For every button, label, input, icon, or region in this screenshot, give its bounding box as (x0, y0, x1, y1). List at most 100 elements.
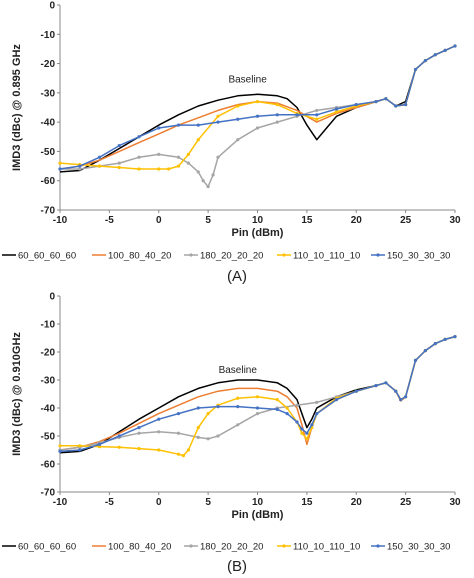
chart-panel-b: 0-10-20-30-40-50-60-70-10 -5 0 5 10 15 20 25 30P… (2, 292, 461, 575)
data-point (423, 59, 427, 63)
x-tick-label: 15 (301, 215, 313, 226)
data-point (315, 117, 319, 121)
data-point (300, 431, 304, 435)
data-point (137, 447, 141, 451)
y-tick-label: -50 (41, 432, 56, 443)
data-point (394, 389, 398, 393)
data-point (275, 102, 279, 107)
data-point (186, 448, 190, 452)
data-point (413, 358, 418, 362)
x-tick-label: 15 (301, 497, 313, 508)
series-100_80_40_20 (59, 335, 456, 451)
data-point (305, 437, 309, 441)
data-point (384, 381, 388, 385)
legend-marker (282, 253, 286, 257)
panel-label: (A) (227, 268, 247, 285)
data-point (295, 113, 299, 117)
data-point (216, 434, 220, 438)
data-point (78, 167, 82, 171)
data-point (255, 395, 260, 399)
x-tick-label: 30 (449, 215, 461, 226)
data-point (236, 138, 240, 142)
y-tick-label: -20 (41, 348, 56, 359)
data-point (315, 108, 319, 113)
data-point (310, 423, 314, 427)
y-tick-label: -10 (41, 320, 56, 331)
data-point (433, 342, 437, 346)
data-point (186, 152, 190, 156)
data-point (206, 412, 210, 416)
data-point (404, 102, 408, 107)
data-point (236, 423, 240, 427)
y-tick-label: -60 (41, 460, 56, 471)
legend-entry: 110_10_110_10 (293, 542, 360, 553)
data-point (176, 155, 181, 159)
data-point (196, 426, 200, 430)
y-tick-label: -60 (41, 176, 56, 187)
y-tick-label: -30 (41, 376, 56, 387)
data-point (97, 445, 102, 449)
data-point (255, 406, 260, 410)
data-point (216, 155, 220, 159)
series-line (59, 335, 456, 453)
data-point (236, 117, 240, 121)
y-axis-label: IMD3 (dBc) @ 0.910GHz (11, 332, 23, 456)
data-point (78, 164, 82, 168)
y-tick-label: -20 (41, 59, 56, 70)
data-point (413, 67, 418, 72)
data-point (236, 396, 240, 400)
y-tick-label: 0 (49, 1, 55, 12)
data-point (78, 448, 82, 452)
data-point (196, 138, 200, 142)
data-point (433, 53, 437, 57)
panel-label: (B) (227, 558, 247, 575)
series-110_10_110_10 (58, 335, 457, 458)
y-tick-label: -70 (41, 206, 56, 217)
x-tick-label: 25 (400, 215, 412, 226)
data-point (216, 114, 220, 118)
y-tick-label: 0 (49, 292, 55, 303)
legend-marker (282, 544, 286, 548)
data-point (196, 406, 200, 410)
x-tick-label: 5 (205, 215, 211, 226)
data-point (236, 104, 240, 108)
y-tick-label: -40 (41, 118, 56, 129)
x-tick-label: 30 (449, 497, 461, 508)
x-tick-label: 20 (351, 497, 363, 508)
x-tick-label: -10 (53, 497, 68, 508)
legend-marker (189, 253, 193, 257)
legend-entry: 150_30_30_30 (387, 542, 450, 553)
y-axis-label: IMD3 (dBc) @ 0.895 GHz (11, 44, 23, 171)
data-point (216, 405, 220, 409)
data-point (275, 407, 279, 411)
data-point (157, 167, 161, 171)
data-point (196, 170, 200, 174)
data-point (117, 143, 121, 148)
data-point (255, 412, 260, 416)
legend-marker (189, 544, 193, 548)
legend: 60_60_60_60 100_80_40_20 180_20_20_20 110_1… (2, 542, 450, 553)
data-point (157, 152, 161, 156)
data-point (196, 123, 200, 127)
data-point (97, 442, 102, 446)
data-point (255, 100, 260, 104)
data-point (374, 384, 378, 388)
data-point (423, 349, 427, 353)
data-point (157, 448, 161, 452)
data-point (58, 449, 62, 453)
data-point (176, 164, 181, 168)
y-tick-label: -50 (41, 147, 56, 158)
data-point (201, 179, 205, 183)
x-tick-label: 0 (156, 497, 162, 508)
data-point (137, 135, 141, 139)
legend-entry: 180_20_20_20 (200, 542, 263, 553)
data-point (157, 430, 161, 434)
data-point (384, 97, 388, 101)
data-point (285, 412, 289, 416)
data-point (315, 113, 319, 117)
data-point (275, 120, 279, 124)
series-line (59, 335, 456, 451)
data-point (315, 412, 319, 416)
x-tick-label: -5 (105, 497, 114, 508)
y-tick-label: -10 (41, 30, 56, 41)
